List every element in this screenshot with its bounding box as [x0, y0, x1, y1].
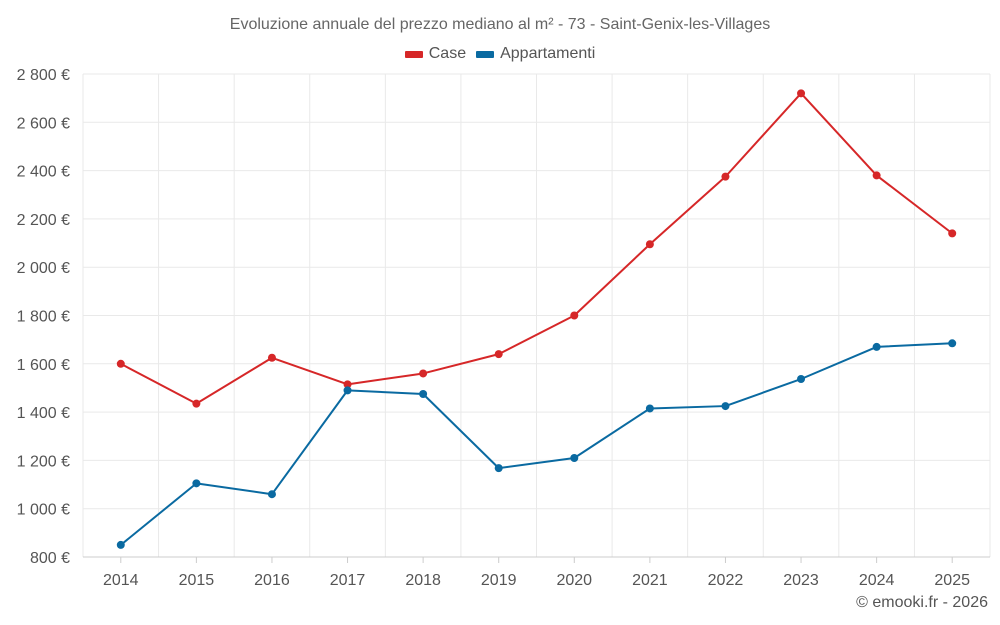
- y-tick-label: 2 600 €: [17, 115, 70, 132]
- chart-title: Evoluzione annuale del prezzo mediano al…: [229, 16, 771, 33]
- legend-item-case[interactable]: Case: [404, 45, 467, 63]
- y-tick-label: 2 800 €: [17, 67, 70, 84]
- data-point-appartamenti: [494, 464, 503, 473]
- data-point-case: [192, 399, 201, 408]
- legend-swatch-appartamenti: [476, 50, 495, 58]
- data-point-case: [116, 359, 125, 368]
- y-tick-label: 1 400 €: [17, 405, 70, 422]
- data-point-appartamenti: [797, 375, 806, 384]
- data-point-case: [419, 369, 428, 378]
- x-tick-label: 2022: [708, 572, 744, 589]
- data-point-appartamenti: [645, 404, 654, 413]
- legend-item-appartamenti[interactable]: Appartamenti: [476, 45, 595, 63]
- data-point-appartamenti: [116, 540, 125, 549]
- data-point-appartamenti: [721, 402, 730, 411]
- data-point-appartamenti: [872, 342, 881, 351]
- y-tick-label: 800 €: [30, 550, 70, 567]
- x-tick-label: 2021: [632, 572, 668, 589]
- x-tick-label: 2015: [179, 572, 215, 589]
- y-tick-label: 2 200 €: [17, 212, 70, 229]
- data-point-case: [797, 89, 806, 98]
- data-point-appartamenti: [948, 339, 957, 348]
- y-tick-label: 1 600 €: [17, 357, 70, 374]
- x-tick-label: 2016: [254, 572, 290, 589]
- legend-label-case: Case: [428, 45, 467, 62]
- series-line-appartamenti: [120, 342, 953, 546]
- data-point-case: [494, 350, 503, 359]
- y-tick-label: 2 000 €: [17, 260, 70, 277]
- x-tick-label: 2018: [405, 572, 441, 589]
- x-tick-label: 2017: [330, 572, 366, 589]
- data-point-appartamenti: [570, 453, 579, 462]
- y-tick-label: 1 800 €: [17, 309, 70, 326]
- legend-swatch-case: [404, 50, 423, 58]
- legend-label-appartamenti: Appartamenti: [500, 45, 596, 62]
- data-point-appartamenti: [343, 386, 352, 395]
- data-point-case: [948, 229, 957, 238]
- y-tick-label: 2 400 €: [17, 164, 70, 181]
- y-tick-label: 1 000 €: [17, 502, 70, 519]
- x-tick-label: 2019: [481, 572, 517, 589]
- data-point-case: [872, 171, 881, 180]
- data-point-case: [721, 172, 730, 181]
- x-tick-label: 2014: [103, 572, 139, 589]
- data-point-case: [570, 311, 579, 320]
- data-point-case: [267, 353, 276, 362]
- series-line-case: [120, 92, 953, 405]
- data-point-appartamenti: [419, 389, 428, 398]
- data-point-case: [343, 380, 352, 389]
- y-tick-label: 1 200 €: [17, 453, 70, 470]
- data-point-case: [645, 240, 654, 249]
- x-tick-label: 2023: [783, 572, 819, 589]
- data-point-appartamenti: [267, 490, 276, 499]
- x-tick-label: 2020: [556, 572, 592, 589]
- x-tick-label: 2025: [934, 572, 970, 589]
- chart-legend: Case Appartamenti: [0, 45, 1000, 63]
- data-point-appartamenti: [192, 479, 201, 488]
- x-tick-label: 2024: [859, 572, 895, 589]
- copyright-credit: © emooki.fr - 2026: [856, 594, 988, 611]
